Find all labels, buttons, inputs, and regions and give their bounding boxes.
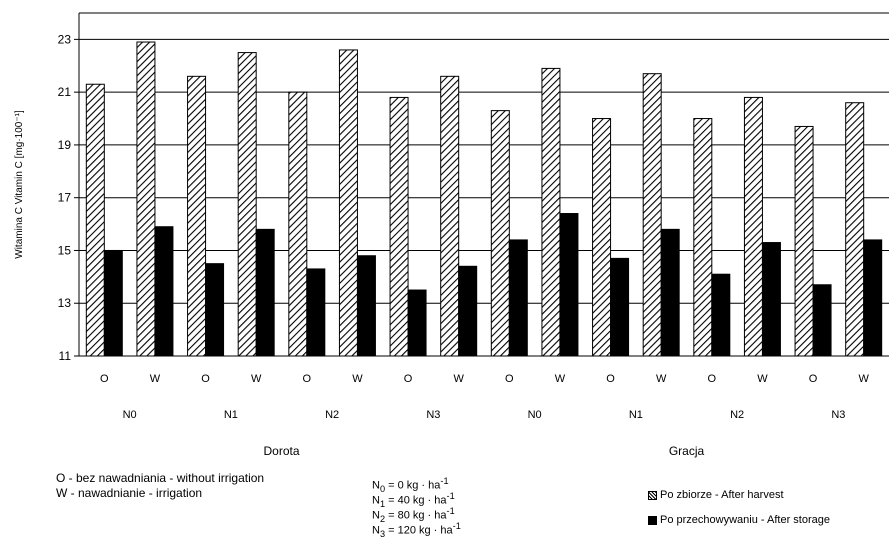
x-tick-label: O <box>201 373 210 385</box>
legend-after-harvest: Po zbiorze - After harvest <box>648 489 784 501</box>
bar-after-harvest <box>288 91 308 357</box>
bar-after-harvest <box>693 118 713 357</box>
bar-after-storage <box>154 226 174 357</box>
bar-after-harvest <box>490 110 510 357</box>
nitrogen-legend-item: N1 = 40 kg · ha-1 <box>372 491 455 509</box>
y-tick-label: 19 <box>58 138 72 152</box>
x-tick-label: W <box>251 373 262 385</box>
y-tick-label: 17 <box>58 191 72 205</box>
bar-after-storage <box>812 284 832 357</box>
y-tick-label: 11 <box>59 349 72 363</box>
group-label: N3 <box>831 409 845 421</box>
y-tick-label: 23 <box>58 32 72 46</box>
y-axis-title: Witamina C Vitamin C [mg·100⁻¹] <box>14 110 25 259</box>
bar-after-storage <box>559 213 579 357</box>
x-tick-label: O <box>404 373 413 385</box>
bar-after-storage <box>508 239 528 357</box>
tick-labels: 11 13 15 17 19 21 23 O W O W O W O W O W O W O W O W N0 N1 N2 N3 N0… <box>14 32 869 458</box>
legend-label: Po zbiorze - After harvest <box>660 489 784 501</box>
bar-after-harvest <box>743 96 763 357</box>
bar-after-harvest <box>794 125 814 357</box>
bar-after-storage <box>458 265 478 357</box>
bar-after-storage <box>660 228 680 357</box>
x-tick-label: W <box>453 373 464 385</box>
nitrogen-legend-item: N0 = 0 kg · ha-1 <box>372 476 449 494</box>
hatch-swatch <box>648 490 657 500</box>
bar-after-harvest <box>237 52 257 357</box>
x-tick-label: W <box>150 373 161 385</box>
legend-after-storage: Po przechowywaniu - After storage <box>648 514 830 526</box>
irrigation-note-w: W - nawadnianie - irrigation <box>56 486 203 500</box>
solid-swatch <box>648 515 657 525</box>
group-label: N2 <box>325 409 339 421</box>
group-label: N1 <box>224 409 238 421</box>
nitrogen-legend-item: N2 = 80 kg · ha-1 <box>372 506 455 524</box>
nitrogen-legend: N0 = 0 kg · ha-1 N1 = 40 kg · ha-1 N2 = … <box>372 474 461 539</box>
bar-after-storage <box>356 255 376 357</box>
bar-after-harvest <box>592 118 612 357</box>
bar-after-storage <box>761 242 781 357</box>
bar-after-storage <box>711 273 731 357</box>
cultivar-label: Gracja <box>669 444 705 458</box>
bar-after-harvest <box>338 49 358 357</box>
legend-label: Po przechowywaniu - After storage <box>660 514 830 526</box>
bar-after-harvest <box>187 75 207 357</box>
x-tick-label: O <box>809 373 818 385</box>
x-tick-label: W <box>757 373 768 385</box>
bar-after-storage <box>103 249 123 357</box>
group-label: N1 <box>629 409 643 421</box>
x-tick-label: O <box>606 373 615 385</box>
x-tick-label: O <box>303 373 312 385</box>
cultivar-label: Dorota <box>263 444 299 458</box>
group-label: N0 <box>528 409 542 421</box>
x-tick-label: W <box>858 373 869 385</box>
irrigation-note-o: O - bez nawadniania - without irrigation <box>56 471 265 485</box>
bar-after-storage <box>306 268 326 357</box>
y-tick-label: 15 <box>58 243 72 257</box>
bar-after-harvest <box>440 75 460 357</box>
x-tick-label: W <box>352 373 363 385</box>
x-tick-label: O <box>505 373 514 385</box>
bar-after-storage <box>407 289 427 357</box>
bar-after-storage <box>863 239 883 357</box>
y-tick-label: 21 <box>58 85 72 99</box>
bar-after-storage <box>610 257 630 357</box>
group-label: N0 <box>123 409 137 421</box>
bar-after-harvest <box>85 83 105 357</box>
axes <box>74 13 889 357</box>
bar-after-harvest <box>136 41 156 357</box>
bar-after-harvest <box>642 73 662 357</box>
x-tick-label: W <box>555 373 566 385</box>
nitrogen-legend-item: N3 = 120 kg · ha-1 <box>372 521 461 539</box>
group-label: N2 <box>730 409 744 421</box>
group-label: N3 <box>426 409 440 421</box>
bar-after-storage <box>255 228 275 357</box>
x-tick-label: W <box>656 373 667 385</box>
bar-after-storage <box>205 263 225 357</box>
bar-after-harvest <box>845 102 865 357</box>
x-tick-label: O <box>100 373 109 385</box>
x-tick-label: O <box>708 373 717 385</box>
bar-after-harvest <box>389 96 409 357</box>
bar-after-harvest <box>541 67 561 357</box>
bars <box>85 41 883 357</box>
y-tick-label: 13 <box>58 296 72 310</box>
